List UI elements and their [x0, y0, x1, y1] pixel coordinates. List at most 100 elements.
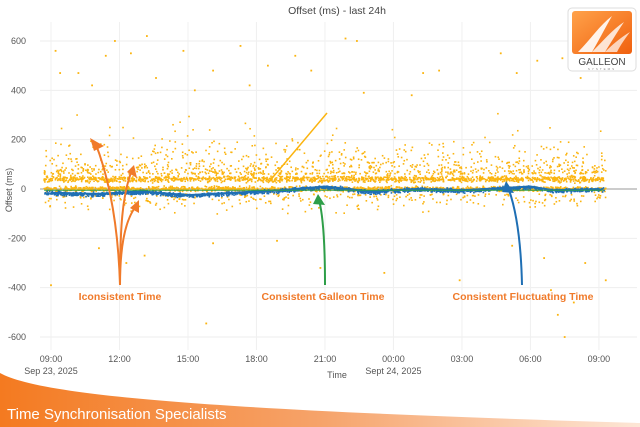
data-point — [70, 177, 72, 180]
data-point — [520, 179, 523, 181]
data-point — [112, 186, 114, 189]
data-point — [287, 212, 289, 215]
data-point — [477, 194, 480, 196]
data-point — [523, 171, 525, 174]
data-point — [463, 172, 466, 175]
data-point — [323, 190, 326, 193]
data-point — [288, 177, 291, 180]
data-point — [294, 176, 297, 179]
data-point — [68, 144, 71, 147]
data-point — [377, 176, 379, 178]
data-point — [366, 172, 369, 175]
data-point — [83, 187, 85, 190]
data-point — [192, 172, 195, 175]
data-point — [142, 180, 145, 182]
data-point — [470, 158, 473, 161]
data-point — [520, 177, 523, 179]
data-point — [373, 195, 375, 198]
data-point — [305, 161, 308, 164]
data-point — [530, 199, 532, 201]
data-point — [516, 161, 519, 163]
data-point — [205, 172, 207, 175]
data-point — [527, 177, 530, 179]
data-point — [573, 175, 576, 178]
data-point — [379, 178, 381, 181]
data-point — [278, 180, 281, 182]
data-point — [211, 188, 214, 191]
data-point — [436, 176, 439, 179]
data-point — [97, 188, 99, 191]
data-point — [260, 179, 262, 182]
data-point — [327, 171, 329, 174]
data-point — [384, 187, 387, 190]
data-point — [557, 186, 560, 189]
data-point — [247, 176, 250, 179]
data-point — [127, 176, 129, 179]
data-point — [167, 180, 169, 182]
data-point — [432, 186, 434, 189]
data-point — [288, 185, 291, 188]
data-point — [450, 187, 453, 190]
data-point — [223, 163, 225, 166]
data-point — [132, 187, 135, 190]
data-point — [441, 176, 444, 179]
data-point — [549, 187, 551, 190]
data-point — [245, 154, 248, 157]
data-point — [236, 193, 239, 195]
data-point — [583, 146, 586, 148]
data-point — [381, 178, 383, 181]
data-point — [286, 173, 288, 175]
data-point — [186, 177, 189, 180]
data-point — [332, 196, 335, 198]
data-point — [266, 163, 269, 166]
data-point — [150, 162, 153, 164]
data-point — [457, 164, 459, 167]
data-point — [320, 177, 323, 180]
data-point — [522, 178, 525, 181]
data-point — [347, 195, 349, 198]
data-point — [179, 178, 182, 180]
data-point — [484, 195, 486, 197]
data-point — [447, 166, 450, 169]
data-point — [356, 205, 359, 208]
data-point — [386, 178, 389, 180]
data-point — [103, 179, 105, 182]
data-point — [328, 164, 330, 167]
data-point — [104, 165, 107, 167]
data-point — [598, 196, 601, 199]
data-point — [111, 165, 114, 168]
data-point — [513, 172, 515, 175]
data-point — [412, 181, 415, 183]
data-point — [44, 201, 47, 204]
data-point — [304, 173, 307, 175]
data-point — [363, 179, 366, 182]
data-point — [476, 161, 479, 163]
data-point — [569, 180, 572, 182]
data-point — [306, 176, 309, 179]
data-point — [243, 178, 245, 181]
data-point — [69, 152, 72, 155]
data-point — [424, 157, 426, 159]
data-point — [298, 185, 301, 187]
data-point — [165, 187, 167, 190]
data-point — [549, 179, 551, 182]
data-point — [57, 190, 60, 192]
data-point — [264, 187, 267, 190]
data-point — [230, 165, 233, 167]
data-point — [579, 190, 581, 193]
data-point — [515, 175, 517, 178]
data-point — [157, 172, 159, 175]
data-point — [582, 177, 585, 180]
data-point — [592, 179, 595, 181]
data-point — [502, 203, 504, 206]
data-point — [113, 199, 115, 202]
data-point — [101, 188, 104, 191]
data-point — [578, 181, 581, 184]
data-point — [121, 177, 124, 179]
data-point — [559, 187, 561, 190]
data-point — [82, 169, 85, 171]
data-point — [519, 168, 522, 171]
data-point — [105, 187, 107, 190]
data-point — [601, 178, 603, 181]
data-point — [604, 170, 607, 172]
